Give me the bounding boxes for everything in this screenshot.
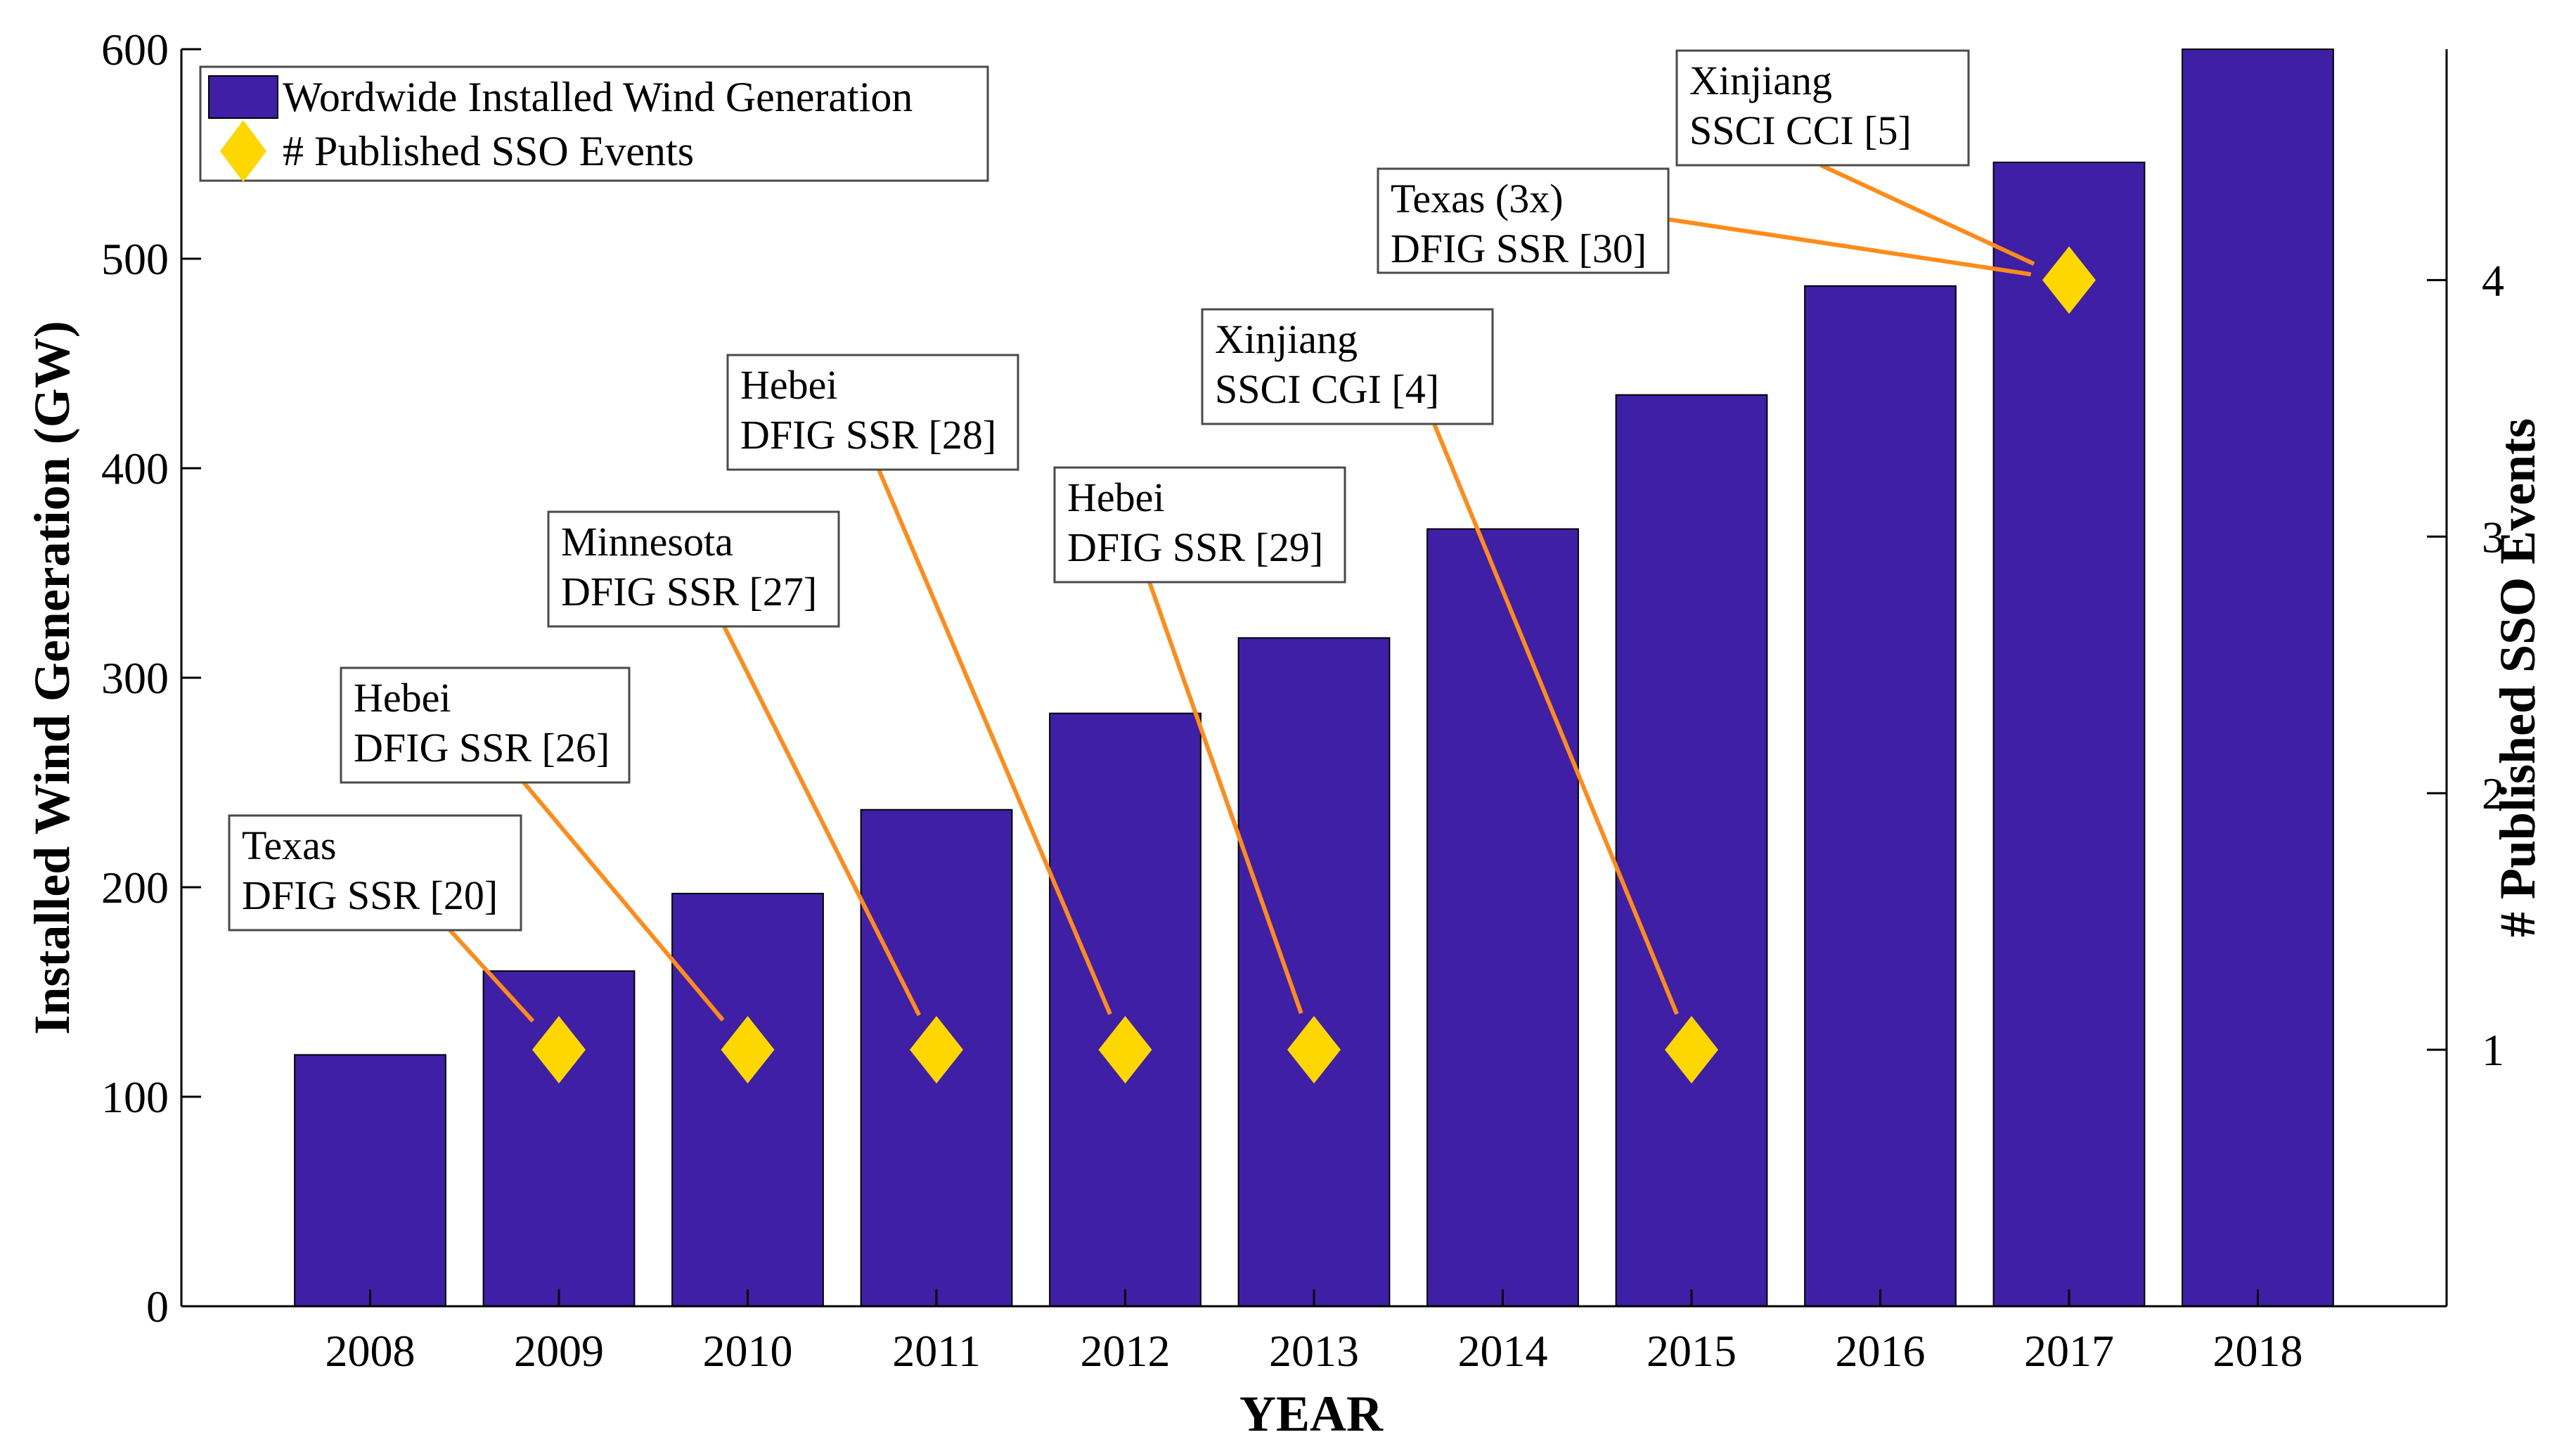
- annotation-line2: SSCI CGI [4]: [1215, 366, 1439, 412]
- bar-2013: [1237, 637, 1391, 1307]
- annotation-line2: DFIG SSR [27]: [561, 569, 817, 614]
- annotation-line1: Hebei: [354, 675, 451, 721]
- x-tick-label: 2017: [2024, 1326, 2114, 1376]
- annotation-line1: Xinjiang: [1689, 58, 1832, 103]
- annotation-line2: DFIG SSR [28]: [740, 412, 996, 458]
- y-tick-label: 500: [101, 234, 169, 284]
- marker-sso-2011: [910, 1016, 963, 1084]
- legend-box: [199, 65, 989, 182]
- bar-2008: [294, 1054, 446, 1308]
- x-tick-label: 2012: [1081, 1326, 1171, 1376]
- legend-label-bars: Wordwide Installed Wind Generation: [283, 74, 913, 120]
- annotation-arrow: [1147, 581, 1303, 1014]
- bar-2014: [1426, 528, 1579, 1307]
- annotation-line1: Minnesota: [561, 519, 733, 565]
- y2-tick-label: 4: [2482, 255, 2504, 305]
- annotation-box: [726, 354, 1019, 471]
- marker-sso-2013: [1287, 1016, 1341, 1084]
- bar-2010: [671, 892, 824, 1307]
- y-tick-label: 0: [146, 1282, 169, 1332]
- y2-axis-title: # Published SSO Events: [2489, 418, 2546, 937]
- annotation-box: [1201, 308, 1494, 425]
- annotation-box: [1675, 49, 1970, 167]
- annotation-arrow: [448, 928, 535, 1023]
- x-tick-label: 2016: [1836, 1326, 1926, 1376]
- annotation-box: [1053, 466, 1346, 584]
- y2-tick-label: 3: [2482, 512, 2504, 562]
- y2-tick-label: 1: [2482, 1025, 2504, 1075]
- annotation-arrow: [1432, 423, 1679, 1015]
- legend-bar-swatch: [208, 75, 278, 119]
- annotation-line1: Texas (3x): [1391, 176, 1564, 221]
- x-tick-label: 2011: [892, 1326, 981, 1376]
- y-tick-label: 100: [101, 1072, 169, 1122]
- bar-2015: [1615, 394, 1768, 1308]
- annotation-line1: Texas: [242, 823, 336, 868]
- marker-sso-2009: [532, 1016, 586, 1084]
- legend-label-markers: # Published SSO Events: [283, 128, 694, 174]
- annotation-line2: DFIG SSR [20]: [242, 872, 498, 918]
- annotation-arrow: [877, 468, 1112, 1015]
- annotation-line1: Hebei: [740, 362, 838, 408]
- marker-sso-2010: [721, 1016, 775, 1084]
- annotation-box: [547, 510, 840, 628]
- marker-sso-2012: [1098, 1016, 1152, 1084]
- bar-2016: [1804, 285, 1957, 1307]
- bar-2017: [1992, 161, 2146, 1307]
- annotation-arrow: [722, 625, 922, 1017]
- annotation-line2: DFIG SSR [29]: [1067, 524, 1323, 570]
- annotation-arrow: [522, 781, 725, 1022]
- annotation-line2: DFIG SSR [26]: [354, 725, 610, 771]
- annotation-line2: SSCI CCI [5]: [1689, 108, 1912, 153]
- marker-sso-2015: [1665, 1016, 1718, 1084]
- y-tick-label: 400: [101, 444, 169, 494]
- x-axis-title: YEAR: [1239, 1386, 1384, 1442]
- legend-diamond-swatch: [220, 120, 266, 182]
- annotation-box: [1377, 167, 1670, 274]
- x-tick-label: 2015: [1647, 1326, 1737, 1376]
- annotation-arrow: [1819, 163, 2035, 266]
- y2-tick-label: 2: [2482, 768, 2504, 818]
- x-tick-label: 2008: [326, 1326, 415, 1376]
- annotation-line1: Xinjiang: [1215, 316, 1358, 362]
- annotation-box: [340, 666, 631, 784]
- y-tick-label: 200: [101, 863, 169, 913]
- y-tick-label: 300: [101, 653, 169, 703]
- y-axis-title: Installed Wind Generation (GW): [24, 321, 80, 1034]
- x-tick-label: 2010: [703, 1326, 793, 1376]
- x-tick-label: 2009: [514, 1326, 604, 1376]
- x-tick-label: 2018: [2213, 1326, 2303, 1376]
- x-tick-label: 2013: [1269, 1326, 1359, 1376]
- bar-2018: [2182, 49, 2334, 1307]
- annotation-line2: DFIG SSR [30]: [1391, 226, 1647, 271]
- bar-2012: [1049, 712, 1202, 1307]
- y-tick-label: 600: [101, 25, 169, 75]
- marker-sso-2017: [2042, 246, 2096, 314]
- x-tick-label: 2014: [1458, 1326, 1548, 1376]
- annotation-arrow: [1668, 217, 2032, 277]
- annotation-box: [228, 814, 522, 932]
- annotation-line1: Hebei: [1067, 475, 1165, 520]
